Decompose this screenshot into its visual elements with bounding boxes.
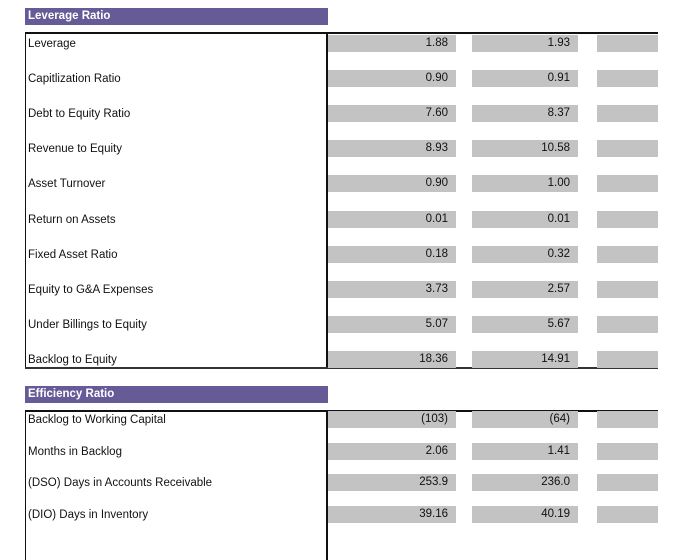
value-cell-2[interactable]: 8.37 bbox=[472, 105, 578, 122]
value-cell-2[interactable]: 14.91 bbox=[472, 351, 578, 368]
row-label: Equity to G&A Expenses bbox=[28, 284, 154, 296]
value-cell-2[interactable]: 0.01 bbox=[472, 211, 578, 228]
value-cell-1[interactable]: 253.9 bbox=[328, 474, 456, 491]
value-cell-3[interactable] bbox=[597, 506, 658, 523]
value-cell-1[interactable]: 2.06 bbox=[328, 443, 456, 460]
label-column-box bbox=[25, 32, 328, 367]
value-cell-2[interactable]: 0.32 bbox=[472, 246, 578, 263]
value-cell-1[interactable]: 8.93 bbox=[328, 140, 456, 157]
row-label: Months in Backlog bbox=[28, 446, 122, 458]
value-cell-1[interactable]: (103) bbox=[328, 411, 456, 428]
value-cell-1[interactable]: 5.07 bbox=[328, 316, 456, 333]
value-cell-3[interactable] bbox=[597, 351, 658, 368]
value-cell-3[interactable] bbox=[597, 411, 658, 428]
row-label: Debt to Equity Ratio bbox=[28, 108, 131, 120]
row-label: Leverage bbox=[28, 38, 76, 50]
value-cell-3[interactable] bbox=[597, 281, 658, 298]
value-cell-2[interactable]: 40.19 bbox=[472, 506, 578, 523]
row-label: Revenue to Equity bbox=[28, 143, 122, 155]
row-label: Under Billings to Equity bbox=[28, 319, 147, 331]
section-header: Efficiency Ratio bbox=[25, 386, 328, 403]
value-cell-3[interactable] bbox=[597, 140, 658, 157]
row-label: Backlog to Working Capital bbox=[28, 414, 166, 426]
value-cell-3[interactable] bbox=[597, 316, 658, 333]
value-cell-3[interactable] bbox=[597, 175, 658, 192]
value-cell-1[interactable]: 0.01 bbox=[328, 211, 456, 228]
value-cell-1[interactable]: 3.73 bbox=[328, 281, 456, 298]
row-label: Capitlization Ratio bbox=[28, 73, 121, 85]
value-cell-2[interactable]: 2.57 bbox=[472, 281, 578, 298]
value-cell-2[interactable]: 1.41 bbox=[472, 443, 578, 460]
value-cell-1[interactable]: 39.16 bbox=[328, 506, 456, 523]
section-header: Leverage Ratio bbox=[25, 8, 328, 25]
value-cell-3[interactable] bbox=[597, 211, 658, 228]
value-cell-2[interactable]: (64) bbox=[472, 411, 578, 428]
value-cell-1[interactable]: 0.90 bbox=[328, 70, 456, 87]
row-label: Fixed Asset Ratio bbox=[28, 249, 118, 261]
row-label: (DIO) Days in Inventory bbox=[28, 509, 149, 521]
value-cell-2[interactable]: 0.91 bbox=[472, 70, 578, 87]
value-cell-1[interactable]: 0.18 bbox=[328, 246, 456, 263]
value-cell-3[interactable] bbox=[597, 70, 658, 87]
label-column-box bbox=[25, 410, 328, 560]
value-cell-2[interactable]: 10.58 bbox=[472, 140, 578, 157]
value-cell-3[interactable] bbox=[597, 246, 658, 263]
value-cell-3[interactable] bbox=[597, 105, 658, 122]
value-cell-3[interactable] bbox=[597, 443, 658, 460]
value-cell-2[interactable]: 5.67 bbox=[472, 316, 578, 333]
value-cell-2[interactable]: 1.00 bbox=[472, 175, 578, 192]
row-label: Return on Assets bbox=[28, 214, 116, 226]
value-cell-2[interactable]: 1.93 bbox=[472, 35, 578, 52]
value-cell-1[interactable]: 1.88 bbox=[328, 35, 456, 52]
value-cell-1[interactable]: 18.36 bbox=[328, 351, 456, 368]
value-cell-1[interactable]: 7.60 bbox=[328, 105, 456, 122]
value-cell-2[interactable]: 236.0 bbox=[472, 474, 578, 491]
row-label: Backlog to Equity bbox=[28, 354, 117, 366]
table-top-border bbox=[25, 32, 658, 34]
value-cell-1[interactable]: 0.90 bbox=[328, 175, 456, 192]
row-label: (DSO) Days in Accounts Receivable bbox=[28, 477, 213, 489]
value-cell-3[interactable] bbox=[597, 474, 658, 491]
row-label: Asset Turnover bbox=[28, 178, 106, 190]
value-cell-3[interactable] bbox=[597, 35, 658, 52]
